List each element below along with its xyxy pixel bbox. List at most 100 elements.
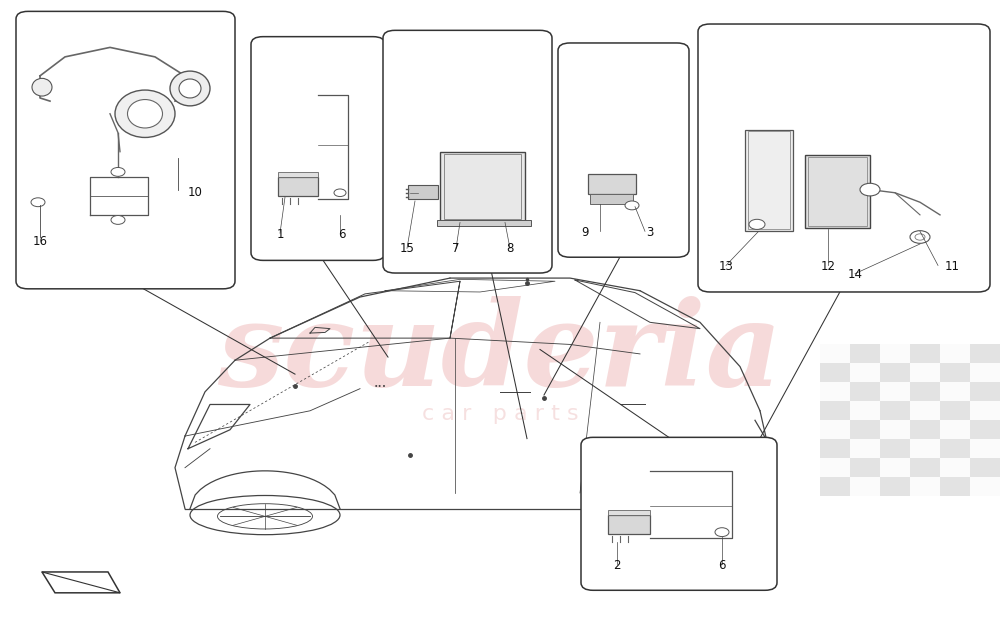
Bar [808, 157, 867, 226]
Bar [910, 363, 940, 382]
Bar [910, 420, 940, 439]
FancyBboxPatch shape [581, 437, 777, 590]
Bar [910, 382, 940, 401]
Ellipse shape [115, 90, 175, 138]
Bar [278, 172, 318, 177]
Bar [850, 344, 880, 363]
Bar [748, 131, 790, 229]
Bar [820, 401, 850, 420]
Bar [820, 382, 850, 401]
Bar [880, 477, 910, 496]
Bar [278, 177, 318, 196]
FancyBboxPatch shape [16, 11, 235, 289]
Ellipse shape [128, 99, 162, 128]
Circle shape [715, 528, 729, 537]
Bar [408, 185, 438, 199]
Bar [940, 458, 970, 477]
Bar [850, 401, 880, 420]
Bar [940, 382, 970, 401]
Circle shape [31, 198, 45, 207]
Bar [608, 515, 650, 534]
Bar [910, 458, 940, 477]
FancyBboxPatch shape [558, 43, 689, 257]
Bar [820, 363, 850, 382]
Bar [880, 382, 910, 401]
Bar [970, 477, 1000, 496]
Bar [440, 152, 525, 221]
Bar [970, 363, 1000, 382]
Text: 16: 16 [32, 235, 48, 248]
Bar [608, 510, 650, 515]
Bar [880, 439, 910, 458]
Circle shape [334, 189, 346, 197]
Bar [880, 401, 910, 420]
Bar [970, 439, 1000, 458]
Ellipse shape [170, 71, 210, 106]
Text: 9: 9 [581, 226, 589, 239]
Text: 1: 1 [276, 228, 284, 241]
Text: 8: 8 [506, 242, 514, 255]
Polygon shape [42, 572, 120, 593]
Bar [820, 420, 850, 439]
Bar [970, 382, 1000, 401]
Bar [880, 458, 910, 477]
Bar [850, 363, 880, 382]
Bar [880, 363, 910, 382]
Circle shape [915, 234, 925, 240]
Bar [910, 439, 940, 458]
Bar [444, 154, 521, 219]
Circle shape [625, 201, 639, 210]
Bar [940, 420, 970, 439]
Circle shape [910, 231, 930, 243]
Circle shape [749, 219, 765, 229]
FancyBboxPatch shape [383, 30, 552, 273]
Text: c a r   p a r t s: c a r p a r t s [422, 404, 578, 424]
Bar [940, 439, 970, 458]
Bar [850, 382, 880, 401]
Bar [940, 363, 970, 382]
Bar [588, 174, 636, 194]
Text: 11: 11 [944, 260, 960, 273]
Bar [745, 130, 793, 231]
Ellipse shape [32, 78, 52, 96]
Circle shape [111, 216, 125, 224]
Text: 12: 12 [820, 260, 836, 273]
Circle shape [860, 183, 880, 196]
Text: 2: 2 [613, 559, 621, 572]
Bar [940, 401, 970, 420]
Bar [590, 194, 633, 204]
Bar [910, 401, 940, 420]
Bar [820, 344, 850, 363]
Bar [820, 439, 850, 458]
Bar [910, 344, 940, 363]
Text: 13: 13 [719, 260, 733, 273]
Circle shape [111, 167, 125, 176]
Text: 10: 10 [188, 186, 202, 199]
Bar [850, 439, 880, 458]
Bar [805, 155, 870, 228]
Bar [940, 477, 970, 496]
Bar [970, 420, 1000, 439]
Bar [880, 344, 910, 363]
Text: 15: 15 [400, 242, 414, 255]
Bar [850, 458, 880, 477]
FancyBboxPatch shape [698, 24, 990, 292]
Bar [970, 344, 1000, 363]
Text: 6: 6 [718, 559, 726, 572]
Bar [820, 458, 850, 477]
Text: 14: 14 [848, 268, 862, 281]
Bar [970, 458, 1000, 477]
Text: ∙∙∙: ∙∙∙ [373, 382, 387, 389]
Text: 6: 6 [338, 228, 346, 241]
Bar [970, 401, 1000, 420]
Text: 3: 3 [646, 226, 654, 239]
Text: scuderia: scuderia [217, 296, 783, 411]
Bar [437, 220, 531, 226]
Bar [880, 420, 910, 439]
FancyBboxPatch shape [251, 37, 385, 260]
Bar [820, 477, 850, 496]
Text: 7: 7 [452, 242, 460, 255]
Bar [850, 477, 880, 496]
Bar [910, 477, 940, 496]
Bar [850, 420, 880, 439]
